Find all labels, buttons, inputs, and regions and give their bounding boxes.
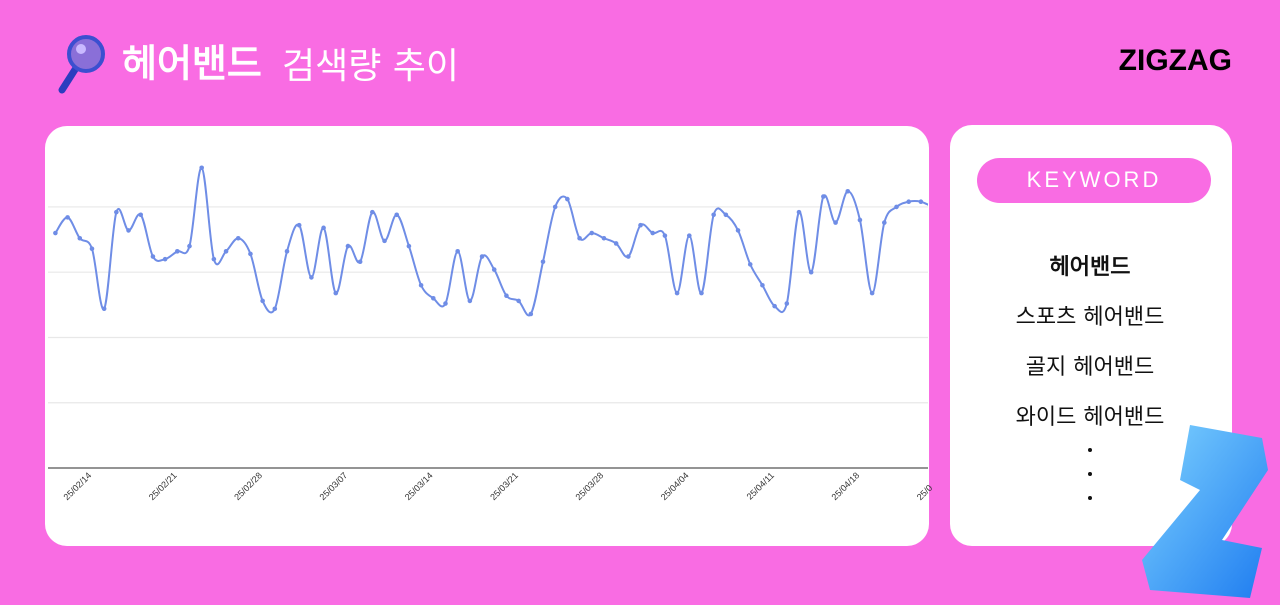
point — [406, 243, 412, 249]
point — [516, 298, 521, 304]
point — [333, 290, 339, 296]
keyword: 헤어밴드 — [1050, 255, 1131, 280]
point — [943, 207, 948, 212]
point — [699, 290, 704, 296]
ellipsis-dot — [1088, 472, 1092, 476]
point — [894, 204, 899, 210]
keyword: 스포츠 헤어밴드 — [1016, 305, 1165, 330]
point — [248, 251, 253, 257]
z-decoration — [1142, 425, 1268, 598]
point — [223, 249, 229, 254]
point — [357, 259, 363, 265]
point — [626, 254, 631, 259]
point — [89, 246, 95, 252]
magnifier-icon — [58, 35, 105, 94]
point — [321, 225, 326, 231]
keyword-badge — [977, 158, 1211, 203]
point — [101, 306, 107, 312]
point — [370, 209, 375, 215]
ellipsis-dot — [1088, 448, 1092, 452]
point — [65, 215, 70, 220]
point — [772, 303, 777, 309]
point — [187, 243, 192, 249]
point — [918, 199, 924, 205]
plot — [48, 165, 948, 404]
point — [784, 301, 790, 306]
point — [906, 199, 911, 205]
point — [479, 254, 485, 259]
point — [565, 196, 570, 202]
title-bold: 헤어밴드 — [122, 42, 262, 86]
point — [589, 230, 595, 236]
point — [114, 209, 119, 215]
point — [467, 298, 473, 304]
point — [650, 230, 656, 236]
point — [552, 204, 558, 210]
point — [674, 290, 680, 296]
point — [735, 228, 741, 233]
keyword: 와이드 헤어밴드 — [1016, 405, 1165, 430]
point — [162, 256, 168, 262]
point — [455, 249, 460, 254]
keyword-card — [950, 125, 1232, 546]
point — [491, 267, 497, 272]
point — [504, 293, 509, 298]
title-rest: 검색량 추이 — [282, 46, 459, 87]
point — [686, 233, 692, 238]
point — [613, 241, 619, 246]
point — [796, 209, 802, 215]
point — [577, 235, 582, 241]
point — [309, 275, 314, 280]
point — [138, 212, 144, 218]
point — [638, 222, 643, 228]
keyword-badge-text: KEYWORD — [1027, 167, 1162, 192]
point — [869, 290, 875, 296]
point — [845, 188, 851, 194]
point — [430, 296, 436, 301]
point — [821, 194, 826, 199]
point — [345, 243, 351, 249]
point — [272, 306, 278, 312]
point — [53, 230, 58, 236]
chart-card — [45, 126, 929, 546]
point — [711, 212, 716, 218]
point — [418, 282, 424, 288]
point — [833, 220, 838, 225]
point — [77, 235, 83, 241]
point — [662, 233, 668, 238]
point — [175, 249, 180, 254]
point — [747, 262, 753, 267]
point — [382, 238, 387, 244]
point — [760, 282, 765, 288]
logo: ZIGZAG — [1119, 44, 1232, 77]
point — [284, 249, 290, 254]
point — [857, 217, 863, 223]
point — [394, 212, 400, 218]
point — [443, 301, 448, 306]
point — [150, 254, 156, 259]
point — [723, 212, 729, 218]
point — [235, 235, 241, 241]
point — [931, 205, 936, 210]
point — [882, 220, 887, 225]
point — [296, 222, 302, 228]
point — [211, 256, 217, 262]
point — [260, 298, 265, 304]
point — [126, 228, 131, 233]
ellipsis-dot — [1088, 496, 1092, 500]
point — [528, 311, 534, 317]
keyword: 골지 헤어밴드 — [1026, 355, 1154, 380]
point — [199, 165, 204, 171]
point — [540, 259, 546, 265]
point — [601, 235, 607, 241]
point — [808, 269, 814, 275]
